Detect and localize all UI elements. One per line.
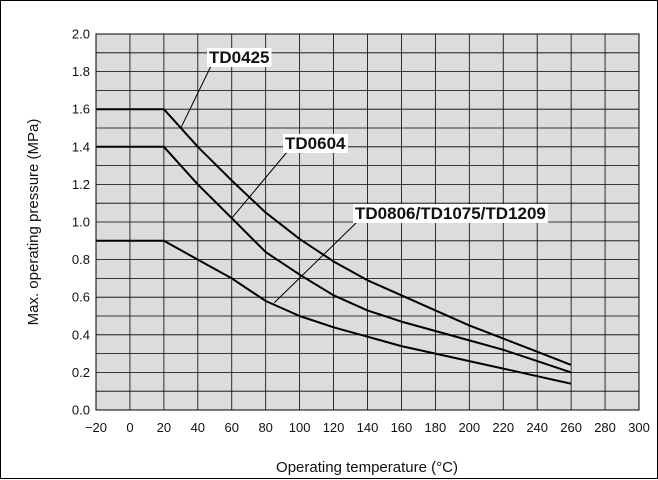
x-tick-label: 260	[560, 420, 582, 435]
x-axis-ticks: −20 0 20 40 60 80 100 120 140 160 180 200 220 240 260 2…	[85, 420, 650, 435]
x-tick-label: 20	[157, 420, 171, 435]
x-tick-label: 180	[425, 420, 447, 435]
y-tick-label: 1.8	[72, 64, 90, 79]
x-tick-label: 300	[628, 420, 650, 435]
annotation-background	[207, 48, 272, 67]
y-tick-label: 0.0	[72, 403, 90, 418]
y-tick-label: 0.4	[72, 327, 90, 342]
x-tick-label: −20	[85, 420, 107, 435]
y-tick-label: 1.4	[72, 139, 90, 154]
x-tick-label: 60	[225, 420, 239, 435]
x-tick-label: 220	[492, 420, 514, 435]
y-tick-label: 0.8	[72, 252, 90, 267]
annotation-leader-1	[180, 65, 212, 129]
annotation-background	[283, 134, 349, 153]
x-tick-label: 200	[458, 420, 480, 435]
series-line-1	[96, 108, 572, 366]
x-tick-label: 160	[391, 420, 413, 435]
x-tick-label: 280	[594, 420, 616, 435]
series-line-3	[96, 239, 572, 385]
series-label-2: TD0604	[285, 134, 346, 153]
annotation-leader-2	[231, 151, 288, 219]
y-axis-ticks: 0.0 0.2 0.4 0.6 0.8 1.0 1.2 1.4 1.6 1.8 2.0	[72, 27, 90, 418]
x-tick-label: 100	[289, 420, 311, 435]
x-tick-label: 40	[191, 420, 205, 435]
x-tick-label: 120	[323, 420, 345, 435]
y-tick-label: 2.0	[72, 27, 90, 42]
series-lines	[96, 108, 572, 385]
series-label-1: TD0425	[209, 48, 269, 67]
y-tick-label: 1.6	[72, 102, 90, 117]
series-annotations: TD0425 TD0604 TD0806/TD1075/TD1209	[180, 48, 548, 304]
y-axis-label: Max. operating pressure (MPa)	[25, 119, 42, 326]
y-tick-label: 0.2	[72, 365, 90, 380]
x-tick-label: 140	[357, 420, 379, 435]
series-line-2	[96, 145, 572, 374]
x-tick-label: 240	[526, 420, 548, 435]
x-tick-label: 80	[258, 420, 272, 435]
y-tick-label: 0.6	[72, 290, 90, 305]
x-axis-label: Operating temperature (°C)	[276, 459, 458, 476]
y-tick-label: 1.0	[72, 215, 90, 230]
x-tick-label: 0	[126, 420, 133, 435]
y-tick-label: 1.2	[72, 177, 90, 192]
annotation-leader-3	[273, 221, 358, 304]
series-label-3: TD0806/TD1075/TD1209	[355, 204, 546, 223]
annotation-background	[353, 204, 548, 223]
